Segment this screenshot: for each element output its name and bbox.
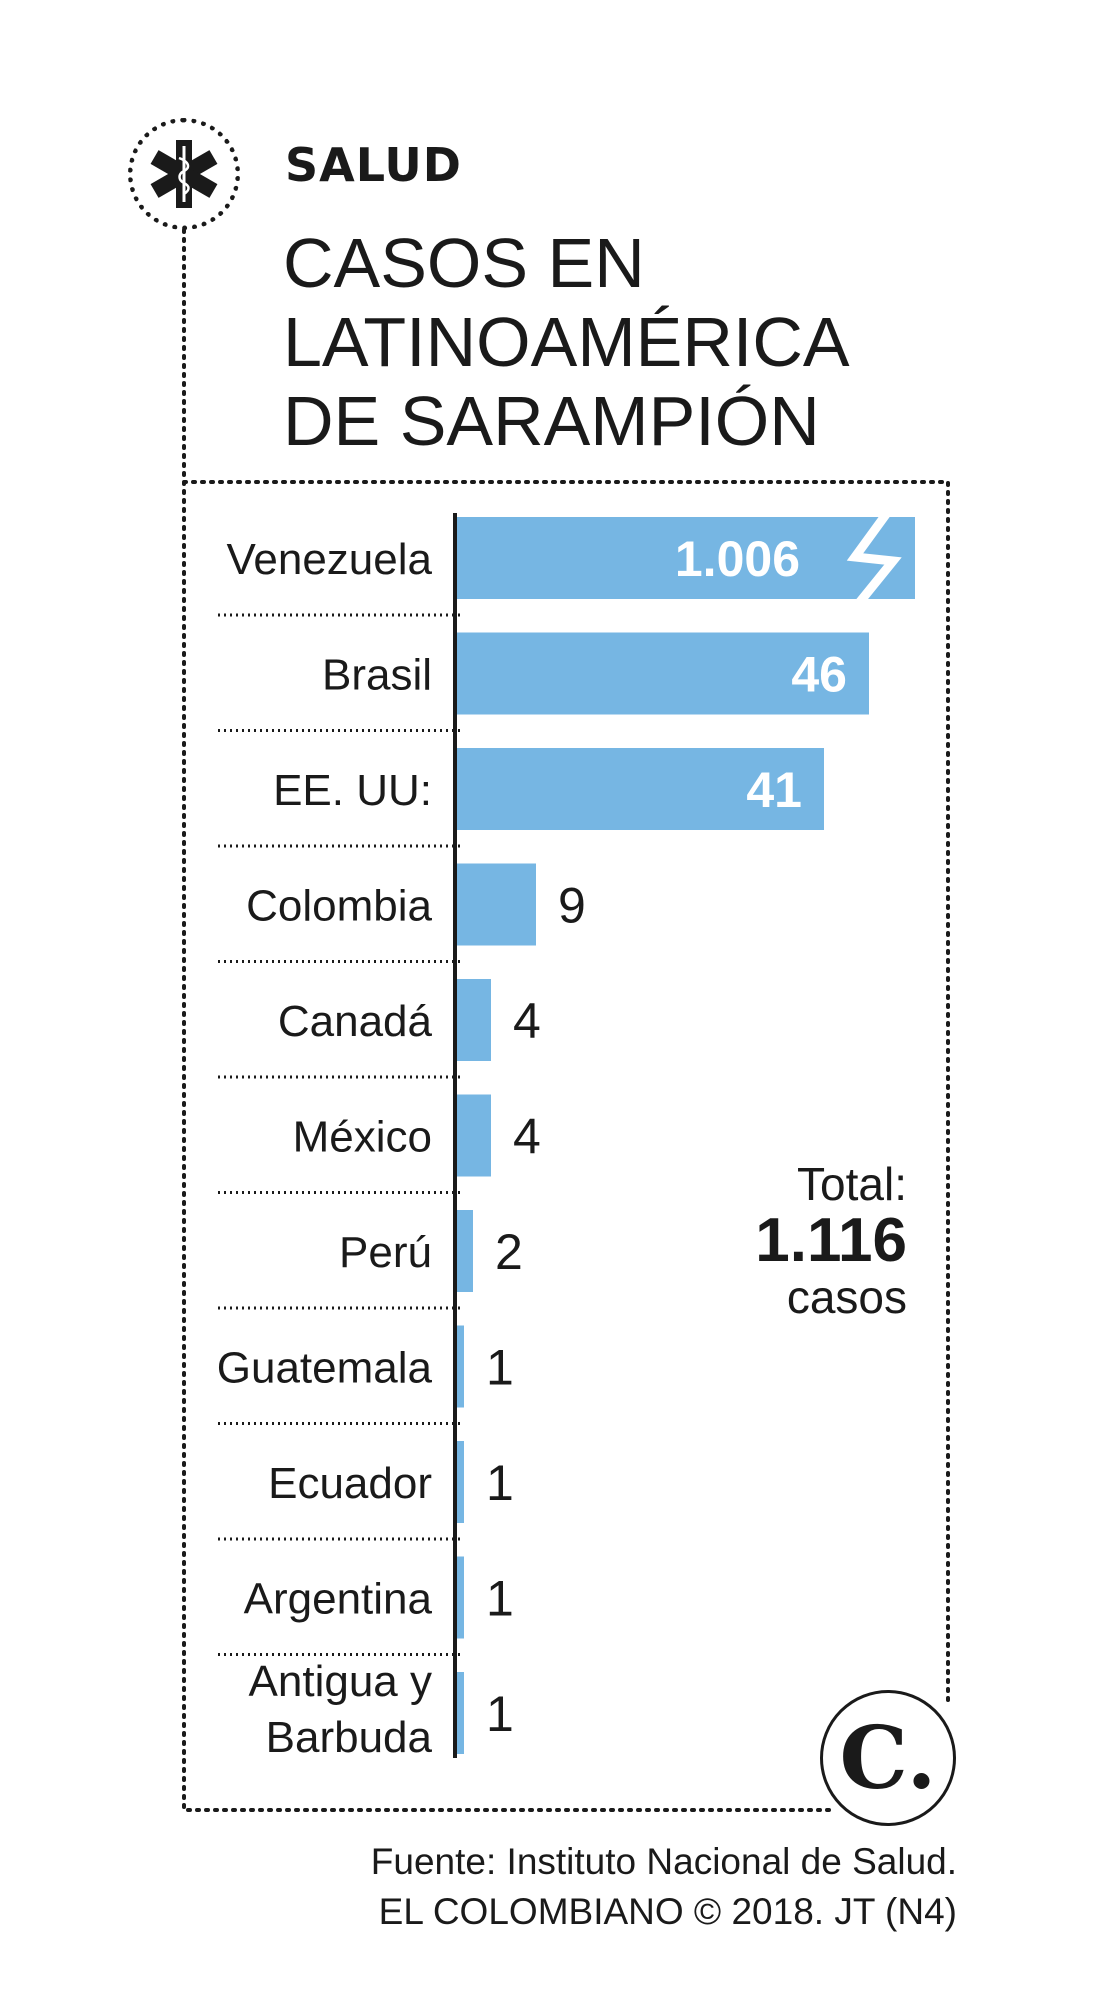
value-label: 1 — [486, 1455, 514, 1511]
bar — [455, 1556, 464, 1639]
value-label: 2 — [495, 1224, 523, 1280]
value-label: 46 — [791, 647, 847, 703]
value-label: 4 — [513, 993, 541, 1049]
chart-title-line-3: DE SARAMPIÓN — [283, 382, 820, 460]
value-label: 1 — [486, 1571, 514, 1627]
value-label: 1 — [486, 1686, 514, 1742]
star-of-life-icon — [128, 118, 240, 230]
bar — [455, 632, 869, 715]
total-block: Total: 1.116 casos — [755, 1160, 907, 1322]
bar — [455, 1441, 464, 1523]
bar — [455, 517, 915, 599]
country-label: Brasil — [322, 651, 432, 700]
value-label: 1.006 — [675, 531, 800, 587]
country-label: Antigua y — [249, 1657, 432, 1706]
logo-letter: C. — [839, 1707, 937, 1809]
section-label: SALUD — [285, 138, 462, 192]
bar — [455, 1672, 464, 1754]
chart-title-line-2: LATINOAMÉRICA — [283, 303, 850, 381]
source-line: Fuente: Instituto Nacional de Salud. — [370, 1841, 957, 1882]
bar — [455, 1325, 464, 1408]
bar — [455, 748, 824, 830]
el-colombiano-logo: C. — [820, 1690, 956, 1826]
total-unit: casos — [786, 1271, 907, 1324]
value-label: 1 — [486, 1340, 514, 1396]
bar — [455, 1094, 491, 1177]
total-label: Total: — [797, 1158, 907, 1210]
chart-title-line-1: CASOS EN — [283, 224, 645, 302]
country-label: Venezuela — [226, 535, 432, 584]
country-label: Guatemala — [217, 1344, 433, 1393]
country-label: EE. UU: — [273, 766, 432, 815]
bar — [455, 863, 536, 946]
axis-break-icon — [846, 510, 902, 606]
value-label: 41 — [746, 762, 802, 818]
country-label: México — [293, 1113, 432, 1162]
country-label: Perú — [339, 1228, 432, 1277]
country-label: Ecuador — [268, 1459, 432, 1508]
chart-frame — [182, 480, 950, 1812]
country-label: Canadá — [278, 997, 433, 1046]
country-label: Argentina — [244, 1575, 433, 1624]
value-label: 4 — [513, 1109, 541, 1165]
country-label: Colombia — [246, 882, 432, 931]
bar — [455, 1210, 473, 1292]
bar — [455, 979, 491, 1061]
total-value: 1.116 — [755, 1206, 907, 1276]
country-label: Barbuda — [266, 1713, 433, 1762]
value-label: 9 — [558, 878, 586, 934]
credit-line: EL COLOMBIANO © 2018. JT (N4) — [378, 1891, 957, 1932]
